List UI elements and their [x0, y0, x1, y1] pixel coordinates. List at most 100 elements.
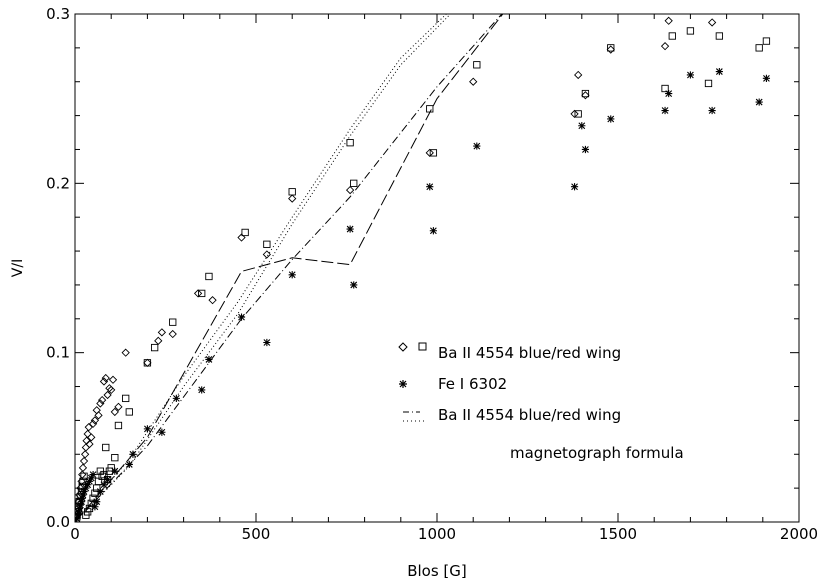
data-point-square [205, 272, 213, 281]
legend-star-marker [399, 380, 407, 388]
data-point-diamond [99, 377, 109, 386]
data-point-square [704, 79, 713, 88]
data-point-star [755, 98, 763, 106]
data-point-diamond [101, 373, 110, 383]
data-point-diamond [78, 463, 88, 472]
data-point-star [87, 474, 95, 482]
data-point-diamond [84, 423, 93, 432]
data-point-star [100, 481, 108, 489]
data-point-square [125, 408, 133, 416]
data-point-star [96, 487, 104, 496]
data-point-diamond [103, 390, 112, 400]
axes: 0 500 1000 1500 2000 0.0 0.1 0.2 0.3 [46, 5, 818, 543]
series-line-dash-dot-4 [75, 14, 503, 522]
legend-square-marker [418, 342, 427, 351]
data-point-square [114, 421, 123, 430]
data-point-star [89, 470, 97, 479]
data-point-diamond [262, 250, 271, 259]
data-point-diamond [98, 395, 107, 405]
data-point-diamond [581, 91, 590, 100]
data-point-square [762, 37, 771, 45]
data-layer [75, 14, 771, 522]
data-point-diamond [88, 419, 98, 428]
data-point-square [150, 343, 159, 352]
data-point-square [288, 188, 296, 196]
data-point-diamond [208, 296, 217, 305]
data-point-diamond [80, 450, 90, 459]
data-point-star [103, 476, 112, 484]
data-point-star [665, 89, 673, 98]
data-point-star [76, 501, 85, 509]
data-point-star [75, 504, 83, 513]
data-point-square [574, 110, 582, 118]
data-point-star [93, 498, 101, 506]
data-point-star [172, 394, 180, 402]
data-point-square [607, 44, 615, 52]
data-point-diamond [81, 443, 90, 452]
data-point-diamond [574, 70, 583, 80]
data-point-square [143, 359, 152, 367]
data-point-square [169, 318, 177, 326]
data-point-square [661, 84, 669, 93]
data-point-diamond [143, 358, 152, 367]
legend-label-lines-note: magnetograph formula [510, 444, 684, 462]
x-axis-label: Blos [G] [407, 562, 467, 580]
data-point-square [80, 472, 88, 480]
data-point-star [84, 481, 92, 489]
data-point-diamond [469, 77, 478, 86]
data-point-star [686, 71, 694, 79]
data-point-diamond [96, 399, 105, 408]
data-point-star [570, 183, 579, 191]
data-point-star [158, 428, 166, 436]
data-point-star [578, 122, 586, 130]
data-point-star [111, 467, 119, 475]
x-tick-label: 1500 [599, 525, 637, 543]
data-point-star [607, 115, 615, 123]
data-point-star [78, 494, 86, 502]
data-point-star [80, 487, 88, 496]
data-point-star [429, 227, 437, 235]
data-point-square [111, 454, 119, 462]
data-point-star [581, 145, 590, 154]
data-point-diamond [168, 329, 177, 339]
data-point-square [473, 61, 481, 69]
data-point-diamond [79, 456, 89, 466]
data-point-star [75, 511, 82, 519]
data-point-square [102, 443, 110, 452]
data-point-star [205, 355, 213, 364]
data-point-diamond [107, 385, 116, 395]
data-point-diamond [110, 407, 119, 417]
data-point-diamond [345, 185, 355, 195]
data-point-star [762, 74, 771, 82]
data-point-square [426, 105, 434, 113]
y-axis-label: V/I [10, 259, 26, 277]
legend-label-stars: Fe I 6302 [438, 375, 507, 393]
data-point-star [75, 508, 83, 516]
data-point-diamond [121, 348, 130, 357]
data-point-star [85, 477, 94, 485]
data-point-star [79, 491, 87, 499]
legend-label-markers: Ba II 4554 blue/red wing [438, 344, 621, 362]
data-point-star [237, 313, 246, 321]
data-point-star [661, 106, 669, 115]
data-point-star [473, 142, 481, 150]
data-point-diamond [660, 42, 670, 51]
data-point-diamond [288, 194, 297, 203]
data-point-diamond [154, 336, 163, 345]
series-line-dotted-5 [75, 14, 452, 522]
x-tick-label: 2000 [780, 525, 818, 543]
data-point-square [668, 32, 676, 40]
data-point-star [77, 498, 86, 506]
y-tick-label: 0.3 [46, 5, 70, 23]
data-point-star [143, 425, 151, 433]
data-point-star [198, 386, 206, 394]
data-point-square [263, 240, 271, 248]
y-tick-label: 0.1 [46, 344, 70, 362]
data-point-square [715, 32, 724, 40]
series-line-long-dash-3 [75, 14, 504, 522]
data-point-diamond [78, 470, 87, 479]
plot-frame [74, 13, 800, 523]
legend: Ba II 4554 blue/red wing Fe I 6302 Ba II… [398, 342, 684, 462]
data-point-diamond [114, 402, 123, 411]
